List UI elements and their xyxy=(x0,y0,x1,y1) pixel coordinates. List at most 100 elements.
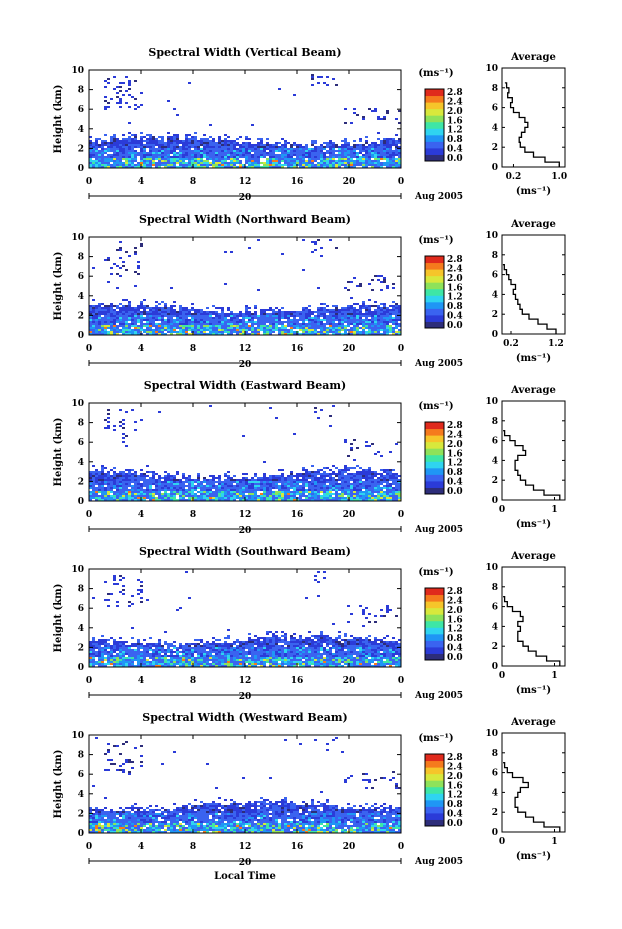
colorbar-tick-label: 0.8 xyxy=(447,800,463,810)
colorbar-tick-label: 2.8 xyxy=(447,421,463,431)
y-tick-label: 0 xyxy=(78,829,84,839)
colorbar-swatch xyxy=(425,754,444,762)
profile-title: Average xyxy=(510,52,556,63)
colorbar-frame xyxy=(424,255,445,329)
month-label: Aug 2005 xyxy=(414,192,463,202)
profile-unit: (ms⁻¹) xyxy=(516,519,551,530)
colorbar-swatch xyxy=(425,454,444,462)
colorbar-swatch xyxy=(425,799,444,807)
x-tick-label: 4 xyxy=(138,510,144,520)
colorbar-swatch xyxy=(425,614,444,622)
colorbar-swatch xyxy=(425,819,444,827)
y-tick-label: 2 xyxy=(78,477,84,487)
profile-y-tick-label: 4 xyxy=(492,622,498,632)
profile-frame xyxy=(501,67,566,168)
profile-title: Average xyxy=(510,385,556,396)
profile-y-tick-label: 10 xyxy=(485,64,498,74)
y-tick-label: 4 xyxy=(78,458,84,468)
colorbar-swatch xyxy=(425,653,444,661)
colorbar-tick-label: 0.0 xyxy=(447,154,463,164)
panel-0: Spectral Width (Vertical Beam) 0 2 4 6 8 10 Hei… xyxy=(53,46,567,203)
colorbar-tick-label: 1.6 xyxy=(447,116,463,126)
colorbar-tick-label: 1.6 xyxy=(447,615,463,625)
panel-3: Spectral Width (Southward Beam)0246810He… xyxy=(53,545,566,702)
colorbar-tick-label: 2.4 xyxy=(447,596,463,606)
day-label: 20 xyxy=(239,193,252,203)
profile-y-tick-label: 2 xyxy=(492,143,498,153)
x-tick-label: 0 xyxy=(398,842,404,852)
x-tick-label: 0 xyxy=(398,510,404,520)
x-tick-label: 4 xyxy=(138,344,144,354)
x-tick-label: 0 xyxy=(398,177,404,187)
profile-title: Average xyxy=(510,717,556,728)
panel-1: Spectral Width (Northward Beam) 0 2 4 6 8 10 He… xyxy=(53,213,566,370)
panel-4: Spectral Width (Westward Beam)0246810Hei… xyxy=(53,711,566,868)
colorbar-swatch xyxy=(425,601,444,609)
colorbar-unit: (ms⁻¹) xyxy=(418,567,453,578)
colorbar-tick-label: 2.0 xyxy=(447,440,463,450)
y-tick-label: 0 xyxy=(78,164,84,174)
profile-title: Average xyxy=(510,551,556,562)
colorbar-tick-label: 2.0 xyxy=(447,274,463,284)
y-tick-label: 10 xyxy=(71,565,84,575)
colorbar-tick-label: 2.0 xyxy=(447,772,463,782)
profile-x-tick-label: 0.2 xyxy=(506,172,522,182)
colorbar-unit: (ms⁻¹) xyxy=(418,235,453,246)
colorbar-swatch xyxy=(425,321,444,329)
x-tick-label: 20 xyxy=(343,510,356,520)
colorbar-tick-label: 2.8 xyxy=(447,587,463,597)
profile-line xyxy=(503,430,561,500)
profile-x-tick-label: 1 xyxy=(551,837,557,847)
y-tick-label: 8 xyxy=(78,419,84,429)
y-tick-label: 4 xyxy=(78,292,84,302)
colorbar-swatch xyxy=(425,487,444,495)
colorbar-swatch xyxy=(425,121,444,129)
x-tick-label: 16 xyxy=(291,177,304,187)
colorbar-swatch xyxy=(425,806,444,814)
profile-y-tick-label: 8 xyxy=(492,417,498,427)
profile-y-tick-label: 6 xyxy=(492,437,498,447)
colorbar-swatch xyxy=(425,128,444,136)
x-tick-label: 12 xyxy=(239,676,252,686)
profile-y-tick-label: 0 xyxy=(492,828,498,838)
y-axis-label: Height (km) xyxy=(53,252,64,321)
panel-title: Spectral Width (Vertical Beam) xyxy=(148,46,341,59)
y-tick-label: 8 xyxy=(78,585,84,595)
profile-x-tick-label: 0 xyxy=(499,671,505,681)
x-tick-label: 20 xyxy=(343,842,356,852)
y-tick-label: 6 xyxy=(78,272,84,282)
y-axis-label: Height (km) xyxy=(53,584,64,653)
profile-title: Average xyxy=(510,219,556,230)
colorbar-swatch xyxy=(425,154,444,162)
profile-y-tick-label: 10 xyxy=(485,729,498,739)
x-tick-label: 0 xyxy=(86,510,92,520)
colorbar-tick-label: 0.0 xyxy=(447,487,463,497)
day-label: 20 xyxy=(239,360,252,370)
colorbar-swatch xyxy=(425,640,444,648)
colorbar-tick-label: 0.8 xyxy=(447,135,463,145)
heatmap-cells xyxy=(89,737,401,833)
y-axis-label: Height (km) xyxy=(53,418,64,487)
colorbar-tick-label: 1.2 xyxy=(447,791,463,801)
colorbar-swatch xyxy=(425,461,444,469)
day-label: 20 xyxy=(239,858,252,868)
colorbar-swatch xyxy=(425,262,444,270)
profile-y-tick-label: 0 xyxy=(492,163,498,173)
profile-unit: (ms⁻¹) xyxy=(516,851,551,862)
panel-title: Spectral Width (Southward Beam) xyxy=(139,545,351,558)
x-tick-label: 4 xyxy=(138,676,144,686)
x-tick-label: 16 xyxy=(291,510,304,520)
colorbar-swatch xyxy=(425,474,444,482)
profile-x-tick-label: 1.2 xyxy=(548,339,564,349)
colorbar-unit: (ms⁻¹) xyxy=(418,401,453,412)
y-tick-label: 8 xyxy=(78,253,84,263)
heatmap-cells xyxy=(89,74,401,168)
day-label: 20 xyxy=(239,526,252,536)
x-tick-label: 0 xyxy=(86,344,92,354)
y-tick-label: 2 xyxy=(78,809,84,819)
y-tick-label: 6 xyxy=(78,438,84,448)
colorbar-tick-label: 2.0 xyxy=(447,107,463,117)
colorbar-tick-label: 2.4 xyxy=(447,762,463,772)
x-tick-label: 12 xyxy=(239,177,252,187)
y-tick-label: 8 xyxy=(78,86,84,96)
